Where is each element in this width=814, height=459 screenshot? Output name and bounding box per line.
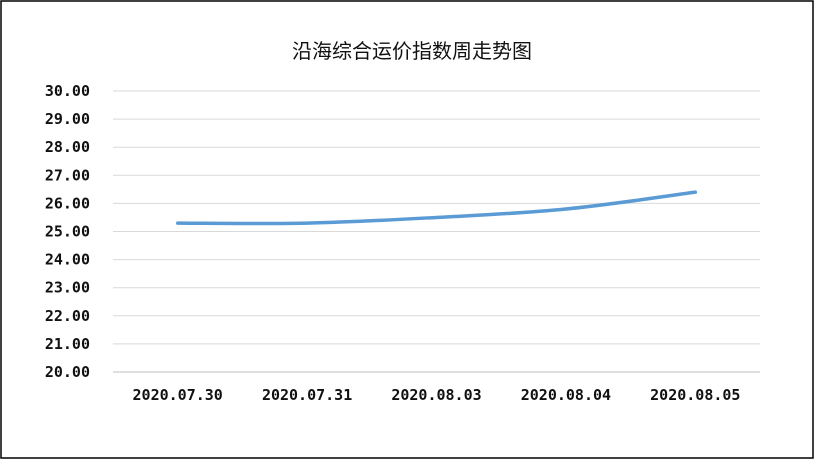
grid-layer: [113, 90, 760, 373]
y-tick-label: 23.00: [45, 279, 90, 297]
y-tick-label: 27.00: [45, 166, 90, 184]
y-tick-label: 22.00: [45, 307, 90, 325]
y-tick-label: 20.00: [45, 363, 90, 381]
x-axis-ticks: 2020.07.30 2020.07.31 2020.08.03 2020.08.04…: [133, 386, 741, 404]
x-tick-label: 2020.08.05: [650, 386, 740, 404]
series-layer: [175, 190, 698, 226]
y-tick-label: 24.00: [45, 251, 90, 269]
y-tick-label: 29.00: [45, 110, 90, 128]
x-tick-label: 2020.08.03: [391, 386, 481, 404]
y-tick-label: 28.00: [45, 138, 90, 156]
x-tick-label: 2020.08.04: [521, 386, 611, 404]
y-axis-ticks: 20.00 21.00 22.00 23.00 24.00 25.00 26.00 27.00…: [45, 82, 90, 381]
x-tick-label: 2020.07.31: [262, 386, 352, 404]
y-tick-label: 30.00: [45, 82, 90, 100]
y-tick-label: 21.00: [45, 335, 90, 353]
x-tick-label: 2020.07.30: [133, 386, 223, 404]
y-tick-label: 25.00: [45, 223, 90, 241]
y-tick-label: 26.00: [45, 194, 90, 212]
chart-title: 沿海综合运价指数周走势图: [292, 39, 532, 63]
